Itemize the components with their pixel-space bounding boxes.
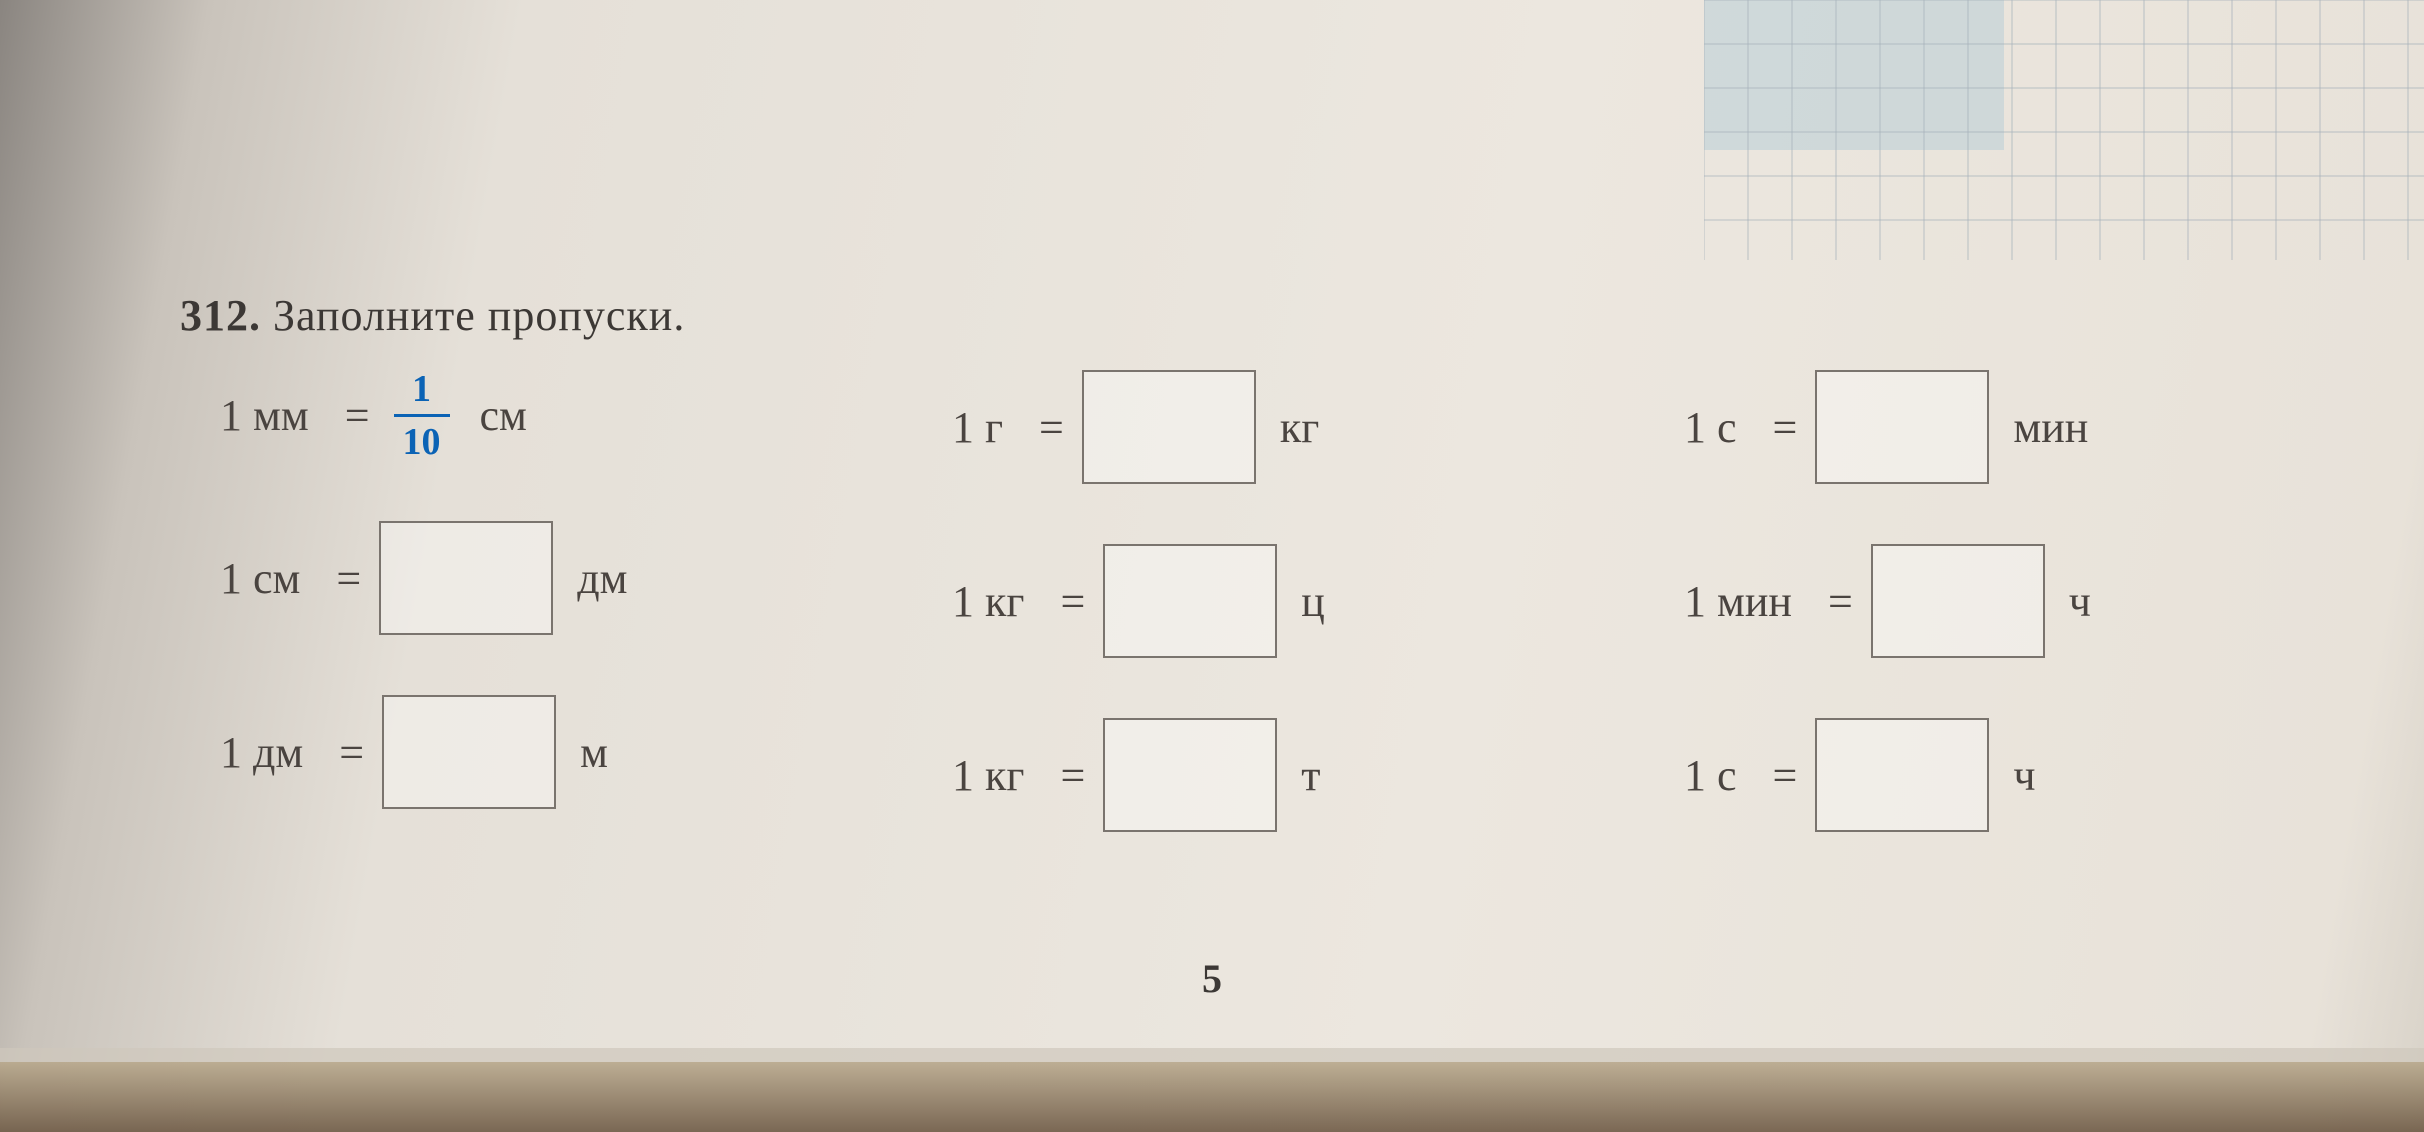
row-s-h: 1 с = ч [1684, 718, 2304, 832]
row-min-h: 1 мин = ч [1684, 544, 2304, 658]
page-edge [0, 1048, 2424, 1062]
row-s-min: 1 с = мин [1684, 370, 2304, 484]
answer-box[interactable] [1815, 718, 1989, 832]
lhs: 1 см [220, 553, 300, 604]
unit: ч [2013, 750, 2035, 801]
unit: м [580, 727, 608, 778]
unit: ч [2069, 576, 2091, 627]
column-mass: 1 г = кг 1 кг = ц 1 кг = т [952, 370, 1572, 832]
unit: ц [1301, 576, 1325, 627]
unit: дм [577, 553, 627, 604]
workbook-grid [1704, 0, 2424, 260]
equals-sign: = [1773, 402, 1798, 453]
lhs: 1 кг [952, 750, 1024, 801]
table-surface [0, 1062, 2424, 1132]
equals-sign: = [339, 727, 364, 778]
equals-sign: = [345, 390, 370, 441]
unit: см [480, 390, 527, 441]
unit: т [1301, 750, 1320, 801]
lhs: 1 г [952, 402, 1003, 453]
row-kg-t: 1 кг = т [952, 718, 1572, 832]
lhs: 1 с [1684, 750, 1737, 801]
conversion-columns: 1 мм = 1 10 см 1 см = дм 1 дм = м 1 г = [220, 370, 2304, 832]
problem-header: 312. Заполните пропуски. [180, 290, 685, 341]
answer-box[interactable] [1103, 718, 1277, 832]
answer-box[interactable] [1815, 370, 1989, 484]
lhs: 1 мин [1684, 576, 1792, 627]
answer-box[interactable] [1082, 370, 1256, 484]
problem-number: 312. [180, 291, 261, 340]
lhs: 1 мм [220, 390, 309, 441]
equals-sign: = [1773, 750, 1798, 801]
equals-sign: = [1039, 402, 1064, 453]
fraction-numerator: 1 [412, 370, 431, 408]
lhs: 1 дм [220, 727, 303, 778]
grid-svg [1704, 0, 2424, 260]
equals-sign: = [1060, 576, 1085, 627]
unit: кг [1280, 402, 1319, 453]
row-g-kg: 1 г = кг [952, 370, 1572, 484]
row-dm-m: 1 дм = м [220, 695, 840, 809]
answer-box[interactable] [1103, 544, 1277, 658]
problem-title: Заполните пропуски. [273, 291, 685, 340]
column-time: 1 с = мин 1 мин = ч 1 с = ч [1684, 370, 2304, 832]
lhs: 1 с [1684, 402, 1737, 453]
equals-sign: = [1060, 750, 1085, 801]
answer-box[interactable] [1871, 544, 2045, 658]
answer-box[interactable] [382, 695, 556, 809]
equals-sign: = [336, 553, 361, 604]
fraction-bar-icon [394, 414, 450, 417]
page-number: 5 [1202, 955, 1222, 1002]
row-cm-dm: 1 см = дм [220, 521, 840, 635]
example-fraction: 1 10 [394, 370, 450, 461]
row-kg-c: 1 кг = ц [952, 544, 1572, 658]
fraction-denominator: 10 [403, 423, 441, 461]
lhs: 1 кг [952, 576, 1024, 627]
column-length: 1 мм = 1 10 см 1 см = дм 1 дм = м [220, 370, 840, 832]
answer-box[interactable] [379, 521, 553, 635]
unit: мин [2013, 402, 2088, 453]
row-mm-cm: 1 мм = 1 10 см [220, 370, 840, 461]
equals-sign: = [1828, 576, 1853, 627]
